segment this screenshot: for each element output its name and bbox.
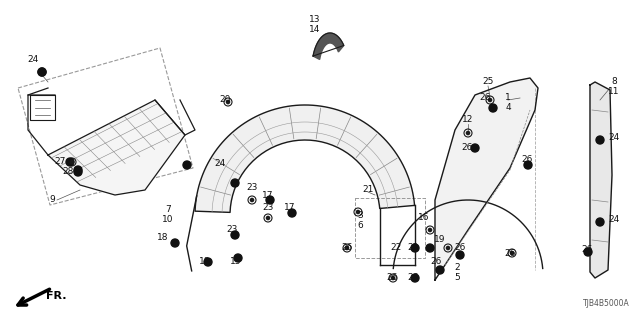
Circle shape <box>288 209 296 217</box>
Circle shape <box>74 168 82 176</box>
Text: 28: 28 <box>62 167 74 177</box>
Text: 4: 4 <box>505 102 511 111</box>
Circle shape <box>70 160 74 164</box>
Text: 26: 26 <box>581 245 593 254</box>
Circle shape <box>234 254 242 262</box>
Text: 24: 24 <box>28 55 38 65</box>
Text: 24: 24 <box>214 158 226 167</box>
Text: 19: 19 <box>435 236 445 244</box>
Circle shape <box>436 266 444 274</box>
Text: 14: 14 <box>309 26 321 35</box>
Text: 10: 10 <box>163 215 173 225</box>
Circle shape <box>38 68 46 76</box>
Text: 15: 15 <box>230 258 242 267</box>
Text: 26: 26 <box>522 156 532 164</box>
Text: 11: 11 <box>608 87 620 97</box>
Text: 17: 17 <box>262 191 274 201</box>
Text: 12: 12 <box>462 116 474 124</box>
Text: 23: 23 <box>246 183 258 193</box>
Circle shape <box>426 244 434 252</box>
Text: 22: 22 <box>390 244 402 252</box>
Circle shape <box>524 161 532 169</box>
Circle shape <box>346 246 349 250</box>
Circle shape <box>66 158 74 166</box>
Circle shape <box>471 144 479 152</box>
Circle shape <box>356 211 360 214</box>
Text: 7: 7 <box>165 205 171 214</box>
Circle shape <box>447 246 450 250</box>
Text: 3: 3 <box>357 212 363 220</box>
Polygon shape <box>435 78 538 280</box>
Circle shape <box>266 216 269 220</box>
Text: 13: 13 <box>309 15 321 25</box>
Text: 18: 18 <box>157 233 169 242</box>
Text: 26: 26 <box>430 258 442 267</box>
Text: 26: 26 <box>454 244 466 252</box>
Circle shape <box>596 218 604 226</box>
Circle shape <box>411 274 419 282</box>
Polygon shape <box>590 82 612 278</box>
Text: 26: 26 <box>504 249 516 258</box>
Text: 5: 5 <box>454 274 460 283</box>
Circle shape <box>428 228 431 232</box>
Polygon shape <box>195 105 415 212</box>
Text: 16: 16 <box>419 213 429 222</box>
Circle shape <box>231 231 239 239</box>
Text: 2: 2 <box>454 262 460 271</box>
Text: 26: 26 <box>407 274 419 283</box>
Circle shape <box>584 248 592 256</box>
Text: 24: 24 <box>609 133 620 142</box>
Circle shape <box>456 251 464 259</box>
Text: 17: 17 <box>284 204 296 212</box>
Text: 24: 24 <box>609 215 620 225</box>
Text: 20: 20 <box>220 95 230 105</box>
Text: 23: 23 <box>227 226 237 235</box>
Circle shape <box>38 68 46 76</box>
Text: 26: 26 <box>479 92 491 101</box>
Text: 26: 26 <box>461 142 473 151</box>
Text: 21: 21 <box>362 186 374 195</box>
Circle shape <box>392 276 395 280</box>
Circle shape <box>204 258 212 266</box>
Circle shape <box>231 179 239 187</box>
Circle shape <box>266 196 274 204</box>
Circle shape <box>74 166 82 174</box>
Circle shape <box>489 104 497 112</box>
Circle shape <box>596 136 604 144</box>
Polygon shape <box>48 100 185 195</box>
Circle shape <box>411 244 419 252</box>
Text: 1: 1 <box>505 92 511 101</box>
Circle shape <box>250 198 253 202</box>
Circle shape <box>171 239 179 247</box>
Text: 23: 23 <box>262 203 274 212</box>
Text: 25: 25 <box>483 77 493 86</box>
Text: 26: 26 <box>341 244 353 252</box>
Circle shape <box>488 99 492 101</box>
Text: 8: 8 <box>611 77 617 86</box>
Text: FR.: FR. <box>46 291 67 301</box>
Text: 27: 27 <box>54 156 66 165</box>
Circle shape <box>467 132 470 135</box>
Text: 26: 26 <box>387 274 397 283</box>
Text: 6: 6 <box>357 221 363 230</box>
Circle shape <box>511 252 514 255</box>
Text: 22: 22 <box>408 244 419 252</box>
Text: TJB4B5000A: TJB4B5000A <box>583 299 630 308</box>
Text: 18: 18 <box>199 258 211 267</box>
Polygon shape <box>313 33 344 60</box>
Text: 9: 9 <box>49 196 55 204</box>
Circle shape <box>227 100 230 104</box>
Circle shape <box>183 161 191 169</box>
